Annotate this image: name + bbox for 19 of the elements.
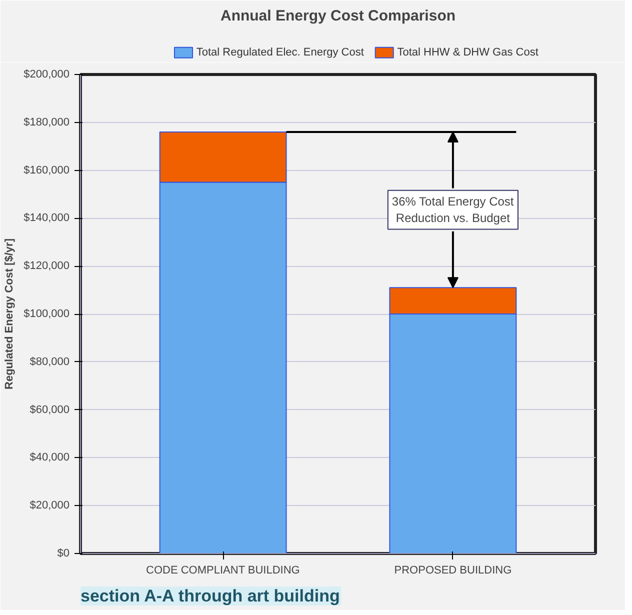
y-tick-label: $0 [57, 548, 70, 560]
y-axis-title: Regulated Energy Cost [$/yr] [4, 238, 16, 390]
legend-label: Total HHW & DHW Gas Cost [397, 46, 538, 59]
y-tick-label: $100,000 [24, 308, 70, 320]
chart-title: Annual Energy Cost Comparison [220, 8, 456, 24]
y-tick-label: $20,000 [30, 500, 70, 512]
y-tick-label: $160,000 [24, 164, 70, 176]
y-tick-label: $200,000 [24, 68, 70, 80]
x-tick-label: CODE COMPLIANT BUILDING [146, 564, 300, 576]
y-tick-label: $120,000 [24, 260, 70, 272]
legend-label: Total Regulated Elec. Energy Cost [196, 46, 364, 59]
y-tick-label: $140,000 [24, 212, 70, 224]
y-tick-label: $40,000 [30, 452, 70, 464]
x-tick-label: PROPOSED BUILDING [394, 564, 512, 576]
y-tick-label: $60,000 [30, 404, 70, 416]
annotation: 36% Total Energy Cost Reduction vs. Budget [392, 194, 514, 226]
y-tick-label: $80,000 [30, 356, 70, 368]
y-tick-label: $180,000 [24, 116, 70, 128]
text: section A-A through art building [80, 586, 340, 606]
